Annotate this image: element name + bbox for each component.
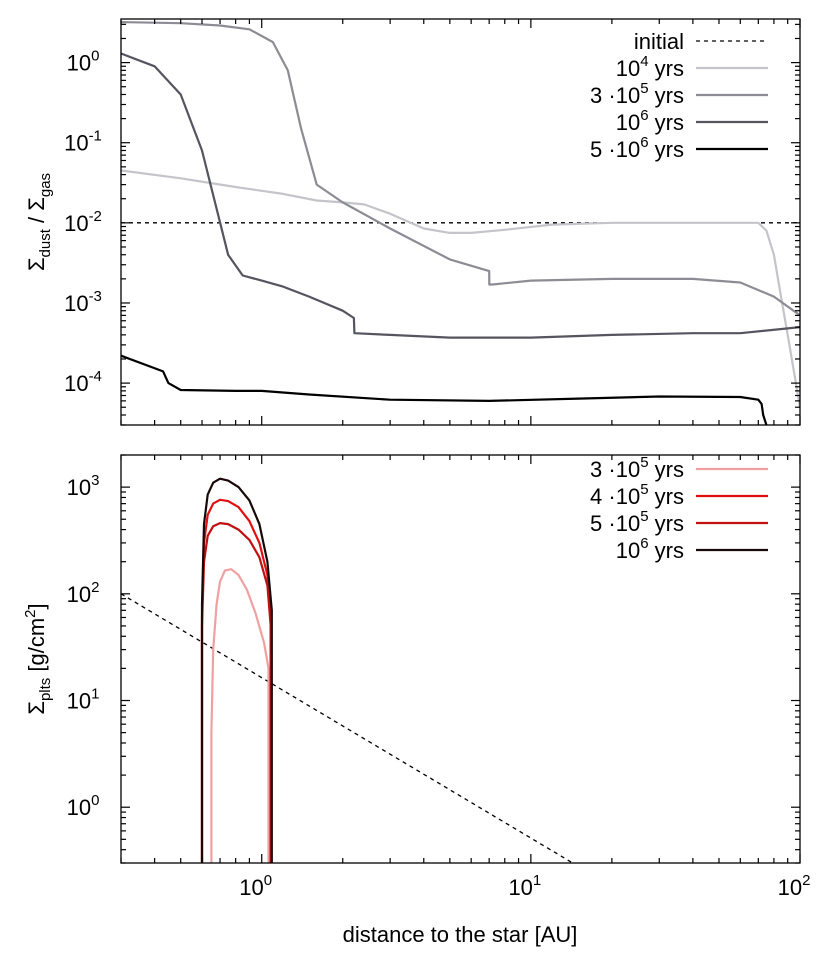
x-tick-label: 100	[239, 872, 272, 900]
bottom-legend-label-2: 5 ·105 yrs	[590, 508, 684, 536]
x-tick-label: 101	[508, 872, 541, 900]
top-legend-label-4: 5 ·106 yrs	[590, 134, 684, 162]
bottom-y-tick-label: 102	[67, 579, 100, 607]
x-axis-label: distance to the star [AU]	[343, 922, 578, 947]
top-y-axis-label: Σdust / Σgas	[24, 173, 54, 271]
top-series-line-3	[121, 52, 800, 339]
planetesimal-panel: 103 102 101 100 100 101 102 Σplts [g/cm2] dist…	[22, 454, 810, 947]
top-series-line-2	[121, 21, 800, 317]
x-tick-label: 102	[778, 872, 811, 900]
bottom-legend-label-0: 3 ·105 yrs	[590, 454, 684, 482]
top-y-tick-label: 10-3	[64, 288, 102, 316]
bottom-axis-group: 103 102 101 100 100 101 102	[67, 454, 811, 900]
top-legend-label-2: 3 ·105 yrs	[590, 80, 684, 108]
bottom-y-tick-label: 100	[67, 792, 100, 820]
top-legend-label-1: 104 yrs	[616, 53, 684, 81]
top-y-tick-label: 10-4	[64, 368, 102, 396]
bottom-y-tick-label: 103	[67, 472, 100, 500]
bottom-y-tick-label: 101	[67, 686, 100, 714]
top-plot-frame	[120, 18, 801, 426]
top-series-line-4	[121, 354, 768, 425]
top-y-tick-label: 10-1	[64, 128, 102, 156]
top-series-group	[121, 21, 800, 425]
bottom-legend-label-1: 4 ·105 yrs	[590, 481, 684, 509]
reference-line	[121, 593, 574, 863]
bottom-series-line-0	[210, 568, 270, 863]
bottom-legend-label-3: 106 yrs	[616, 535, 684, 563]
bottom-plot-frame	[120, 454, 801, 864]
bottom-y-axis-label: Σplts [g/cm2]	[22, 603, 54, 714]
top-legend-label-3: 106 yrs	[616, 107, 684, 135]
bottom-series-line-3	[200, 477, 273, 863]
top-series-line-1	[121, 169, 800, 408]
top-axis-group: 100 10-1 10-2 10-3 10-4	[64, 19, 801, 426]
top-y-tick-label: 10-2	[64, 208, 102, 236]
top-legend-label-0: initial	[634, 29, 684, 54]
dust-to-gas-panel: 100 10-1 10-2 10-3 10-4 Σdust / Σgas initial…	[24, 18, 801, 426]
top-y-tick-label: 100	[67, 48, 100, 76]
bottom-series-group	[121, 477, 574, 863]
